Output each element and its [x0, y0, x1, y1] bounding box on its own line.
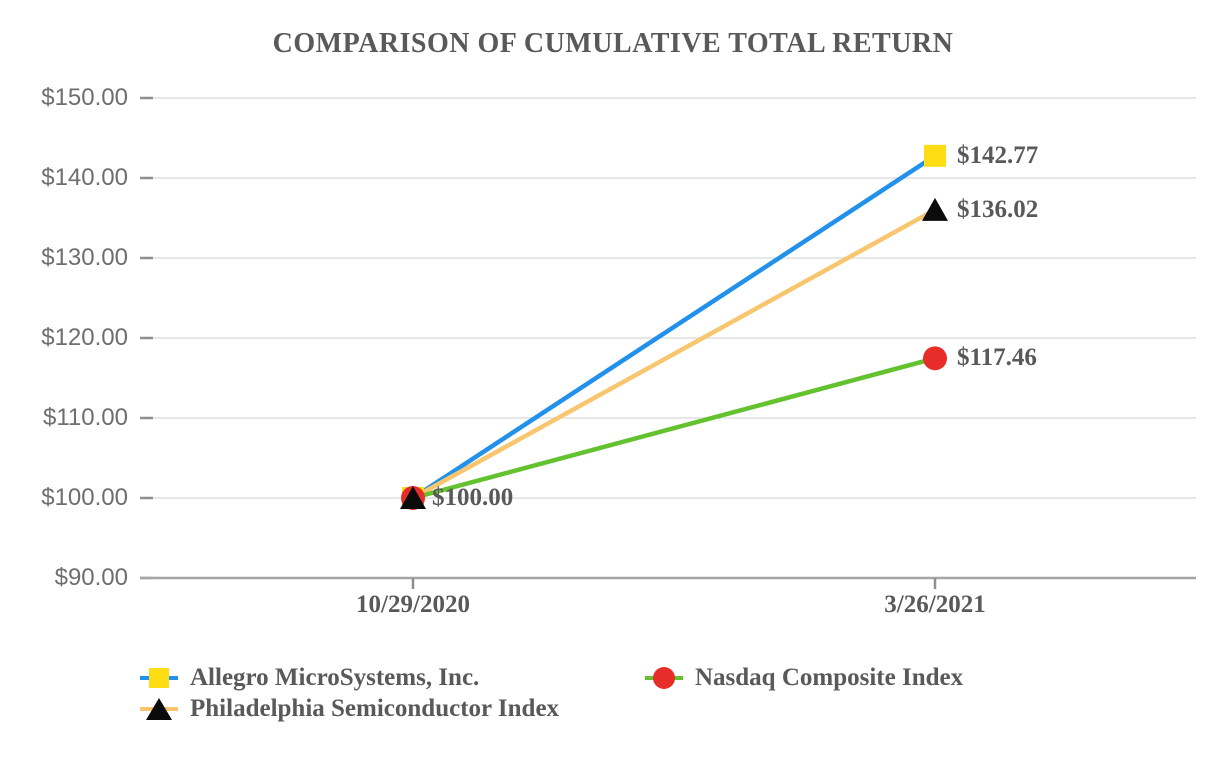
series-line: [410, 356, 938, 501]
circle-marker-icon: [923, 346, 947, 371]
y-axis-label: $110.00: [43, 404, 128, 431]
series-line: [410, 153, 938, 501]
y-axis-label: $140.00: [41, 164, 128, 191]
legend-item: Allegro MicroSystems, Inc.: [140, 663, 479, 693]
legend-marker: [645, 665, 683, 691]
triangle-marker-icon: [922, 197, 948, 221]
legend-item: Philadelphia Semiconductor Index: [140, 694, 559, 724]
chart-title: COMPARISON OF CUMULATIVE TOTAL RETURN: [272, 28, 954, 59]
data-point-label: $142.77: [957, 141, 1039, 169]
legend-marker: [140, 665, 178, 691]
x-axis-label: 3/26/2021: [884, 591, 986, 618]
legend-label: Philadelphia Semiconductor Index: [190, 695, 560, 722]
series-line: [410, 207, 938, 501]
legend-marker: [140, 696, 178, 722]
circle-marker-icon: [653, 667, 675, 689]
data-point-label: $100.00: [432, 484, 514, 511]
y-axis-label: $150.00: [41, 84, 128, 111]
legend-label: Nasdaq Composite Index: [695, 664, 964, 691]
x-axis-label: 10/29/2020: [356, 591, 470, 618]
legend-item: Nasdaq Composite Index: [645, 663, 963, 693]
triangle-marker-icon: [146, 698, 172, 720]
data-point-label: $136.02: [957, 195, 1039, 223]
legend-label: Allegro MicroSystems, Inc.: [190, 664, 480, 691]
y-axis-label: $100.00: [41, 484, 128, 511]
data-point-label: $117.46: [957, 344, 1037, 372]
triangle-marker-icon: [400, 486, 426, 509]
y-axis-label: $120.00: [41, 324, 128, 351]
y-axis-label: $130.00: [41, 244, 128, 271]
square-marker-icon: [924, 144, 946, 167]
square-marker-icon: [149, 668, 169, 688]
y-axis-label: $90.00: [54, 564, 128, 591]
